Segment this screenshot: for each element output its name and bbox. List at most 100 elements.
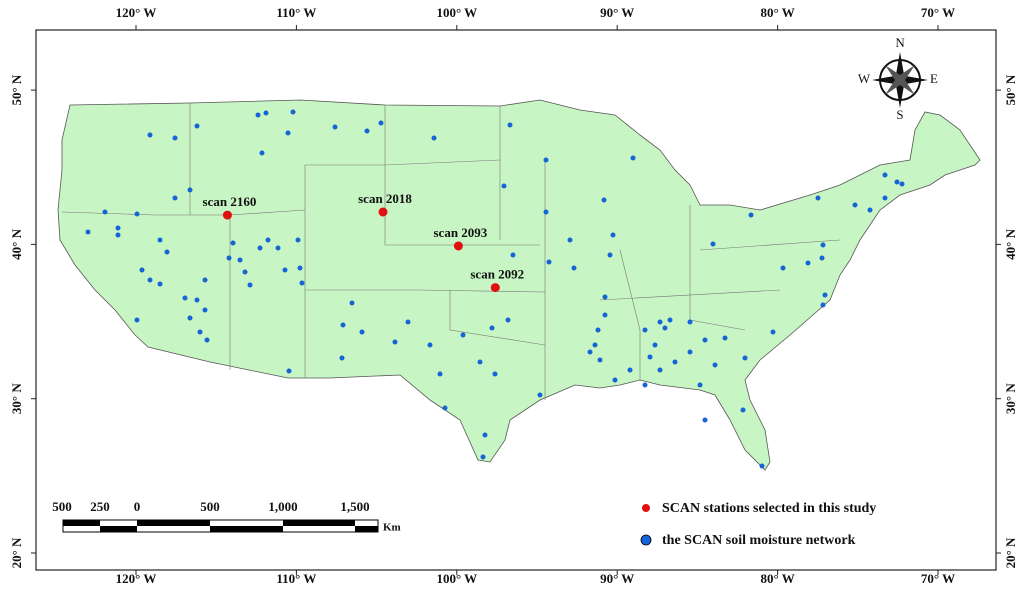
station-dot [139, 267, 145, 273]
station-label: scan 2160 [203, 194, 257, 209]
lat-tick-label: 20° N [9, 537, 24, 568]
station-dot [202, 277, 208, 283]
station-dot [597, 357, 603, 363]
station-dot [899, 181, 905, 187]
station-dot [460, 332, 466, 338]
station-dot [164, 249, 170, 255]
station-dot [543, 157, 549, 163]
station-dot [712, 362, 718, 368]
lon-tick-label: 70° W [921, 5, 955, 20]
station-dot [630, 155, 636, 161]
station-dot [339, 355, 345, 361]
station-dot [822, 292, 828, 298]
station-dot [882, 195, 888, 201]
station-dot [780, 265, 786, 271]
station-dot [587, 349, 593, 355]
station-dot [427, 342, 433, 348]
station-label: scan 2018 [358, 191, 412, 206]
station-dot [85, 229, 91, 235]
lon-tick-label: 120° W [116, 571, 157, 586]
scale-block [100, 526, 137, 532]
compass-star [872, 52, 928, 108]
lon-tick-label: 80° W [760, 5, 794, 20]
lat-tick-label: 50° N [1003, 74, 1018, 105]
station-dot [820, 242, 826, 248]
scale-unit: Km [383, 522, 401, 534]
station-dot [687, 319, 693, 325]
scale-label: 500 [52, 499, 72, 514]
station-dot [740, 407, 746, 413]
station-dot [710, 241, 716, 247]
station-dot [819, 255, 825, 261]
station-label: scan 2092 [470, 267, 524, 282]
station-dot [546, 259, 552, 265]
station-dot [392, 339, 398, 345]
station-dot [820, 302, 826, 308]
station-dot [226, 255, 232, 261]
station-dot [282, 267, 288, 273]
state-borders [61, 103, 841, 400]
station-dot [627, 367, 633, 373]
station-dot [197, 329, 203, 335]
station-dot [187, 187, 193, 193]
station-dot [607, 252, 613, 258]
scale-block [283, 520, 355, 526]
station-dot [642, 382, 648, 388]
legend-label: SCAN stations selected in this study [662, 501, 876, 516]
station-dot [255, 112, 261, 118]
lat-tick-label: 40° N [1003, 228, 1018, 259]
scale-label: 1,000 [268, 499, 297, 514]
selected-station [222, 210, 232, 220]
station-dot [290, 109, 296, 115]
scale-bar: 500 250 0 500 1,000 1,500 Km [52, 499, 400, 534]
station-dot [242, 269, 248, 275]
lat-tick-label: 20° N [1003, 537, 1018, 568]
legend-label: the SCAN soil moisture network [662, 533, 856, 548]
station-dot [194, 297, 200, 303]
lon-tick-label: 90° W [600, 571, 634, 586]
station-dot [567, 237, 573, 243]
lon-tick-label: 90° W [600, 5, 634, 20]
station-dot [882, 172, 888, 178]
legend-swatch-selected [642, 504, 650, 512]
lon-tick-label: 110° W [276, 5, 316, 20]
scale-label: 1,500 [340, 499, 369, 514]
station-dot [286, 368, 292, 374]
station-dot [359, 329, 365, 335]
compass-e: E [930, 71, 938, 86]
station-dot [647, 354, 653, 360]
station-dot [505, 317, 511, 323]
station-dot [759, 463, 765, 469]
scale-block [63, 520, 100, 526]
station-dot [489, 325, 495, 331]
station-dot [480, 454, 486, 460]
station-dot [507, 122, 513, 128]
legend: SCAN stations selected in this study the… [640, 501, 876, 548]
station-dot [748, 212, 754, 218]
station-dot [172, 135, 178, 141]
legend-swatch-network [640, 534, 652, 546]
station-dot [202, 307, 208, 313]
station-dot [134, 211, 140, 217]
selected-station [453, 241, 463, 251]
station-dot [742, 355, 748, 361]
compass-star-diag [885, 65, 915, 95]
lat-tick-label: 30° N [9, 383, 24, 414]
station-dot [147, 277, 153, 283]
station-dot [437, 371, 443, 377]
station-dot [652, 342, 658, 348]
scale-block [355, 526, 378, 532]
station-dot [332, 124, 338, 130]
lon-tick-label: 80° W [760, 571, 794, 586]
station-dot [482, 432, 488, 438]
station-dot [182, 295, 188, 301]
network-stations [85, 109, 905, 469]
station-dot [285, 130, 291, 136]
station-dot [510, 252, 516, 258]
station-dot [230, 240, 236, 246]
station-dot [770, 329, 776, 335]
station-dot [340, 322, 346, 328]
station-dot [657, 319, 663, 325]
station-dot [364, 128, 370, 134]
station-dot [405, 319, 411, 325]
